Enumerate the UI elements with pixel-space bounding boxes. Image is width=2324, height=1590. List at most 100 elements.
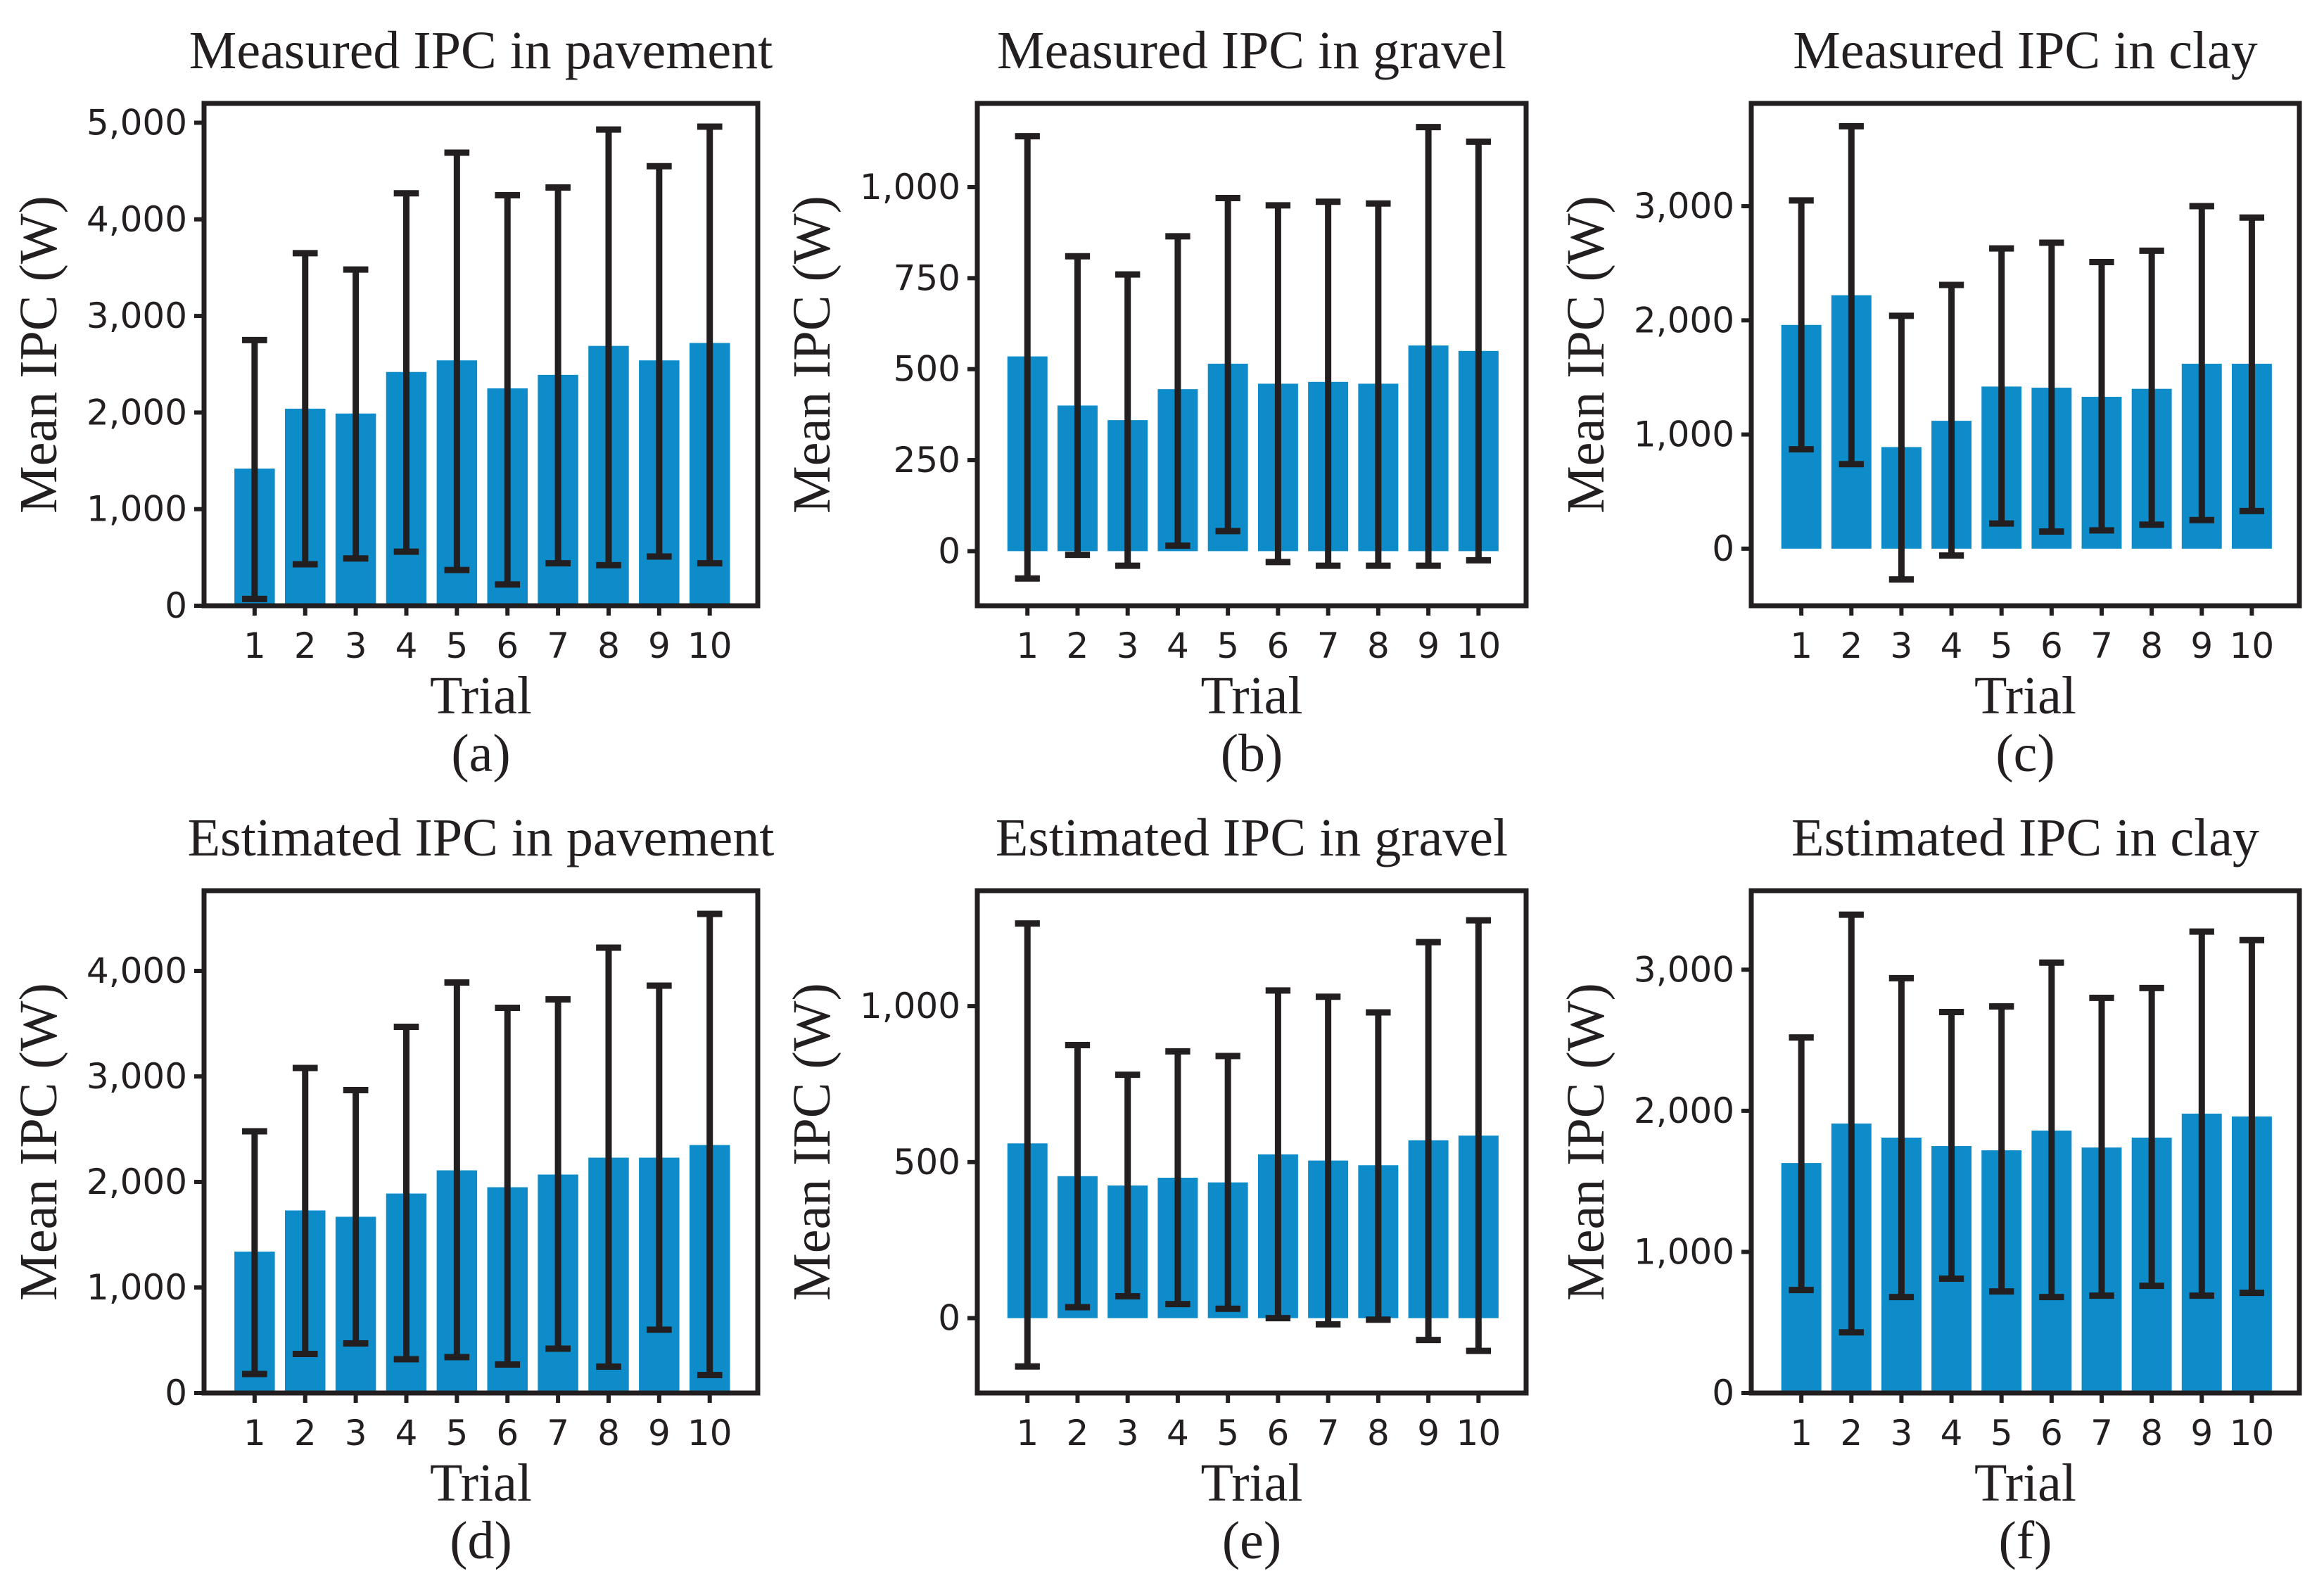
error-bar-trial-6 (495, 1005, 521, 1368)
subfigure-caption: (c) (1995, 724, 2055, 783)
y-tick-label: 1,000 (87, 1267, 187, 1308)
x-tick-label: 8 (597, 1413, 620, 1454)
x-tick-label: 3 (345, 1413, 367, 1454)
x-axis-label: Trial (1974, 666, 2076, 725)
x-tick-label: 10 (2230, 625, 2275, 666)
error-bar-trial-3 (343, 266, 369, 562)
y-tick-label: 1,000 (1634, 1231, 1734, 1272)
panel-title: Measured IPC in pavement (189, 21, 773, 80)
error-bar-trial-1 (242, 336, 267, 602)
error-bar-trial-4 (1165, 1048, 1190, 1308)
error-bar-trial-4 (1938, 281, 1964, 559)
y-axis-label: Mean IPC (W) (1556, 983, 1615, 1301)
x-tick-label: 10 (1456, 625, 1501, 666)
error-bar-trial-5 (444, 979, 470, 1361)
y-tick-label: 4,000 (87, 199, 187, 240)
x-tick-label: 5 (1990, 1413, 2013, 1454)
error-bar-trial-9 (647, 163, 672, 560)
x-tick-label: 6 (1266, 1413, 1289, 1454)
x-tick-label: 10 (2230, 1413, 2275, 1454)
x-tick-label: 9 (648, 1413, 671, 1454)
panel-c: Measured IPC in clay 0 1,000 2,000 3,000 1 2 3 4… (1556, 21, 2302, 783)
plot-frame (201, 101, 761, 609)
y-tick-label: 2,000 (1634, 1090, 1734, 1131)
x-tick-label: 4 (1941, 625, 1963, 666)
x-tick-label: 6 (496, 1413, 519, 1454)
error-bar-trial-10 (1466, 917, 1491, 1354)
error-bar-trial-8 (596, 944, 621, 1370)
error-bar-trial-10 (1466, 138, 1491, 564)
x-tick-label: 1 (1016, 1413, 1039, 1454)
error-bar-trial-3 (1888, 312, 1915, 583)
y-tick-label: 3,000 (1634, 949, 1734, 990)
panel-title: Estimated IPC in gravel (996, 808, 1508, 867)
plot-frame (1748, 888, 2302, 1396)
x-tick-label: 2 (294, 625, 317, 666)
y-tick-label: 0 (938, 1298, 960, 1339)
x-tick-label: 6 (2040, 625, 2063, 666)
y-tick-label: 500 (894, 349, 960, 390)
panel-b: Measured IPC in gravel 0 250 500 750 1,000 1 2 3… (782, 21, 1529, 783)
x-tick-label: 4 (1941, 1413, 1963, 1454)
error-bar-trial-7 (2089, 259, 2114, 534)
y-tick-label: 0 (165, 585, 187, 626)
subfigure-caption: (d) (450, 1511, 512, 1570)
error-bar-trial-8 (1366, 200, 1391, 569)
y-tick-label: 0 (1712, 1373, 1734, 1413)
x-tick-label: 1 (1790, 625, 1812, 666)
error-bar-trial-8 (1366, 1009, 1391, 1323)
x-tick-label: 4 (1167, 1413, 1189, 1454)
error-bar-trial-7 (2089, 994, 2114, 1299)
error-bar-trial-4 (1165, 233, 1190, 549)
error-bar-trial-2 (1839, 122, 1864, 468)
x-tick-label: 4 (395, 1413, 418, 1454)
error-bar-trial-5 (1215, 195, 1240, 535)
y-tick-label: 5,000 (87, 102, 187, 143)
x-tick-label: 5 (445, 1413, 468, 1454)
error-bar-trial-6 (1265, 987, 1291, 1322)
y-tick-label: 0 (938, 530, 960, 571)
error-bar-trial-1 (1015, 920, 1040, 1370)
panel-title: Measured IPC in clay (1793, 21, 2258, 80)
error-bar-trial-5 (444, 149, 470, 573)
x-axis-label: Trial (1200, 666, 1302, 725)
x-tick-label: 6 (2040, 1413, 2063, 1454)
subfigure-caption: (f) (1999, 1511, 2052, 1570)
x-tick-label: 4 (1167, 625, 1189, 666)
error-bar-trial-2 (1839, 911, 1864, 1336)
x-tick-label: 3 (345, 625, 367, 666)
error-bar-trial-10 (697, 910, 723, 1378)
error-bar-trial-10 (2239, 214, 2265, 514)
error-bar-trial-9 (2189, 203, 2214, 523)
y-tick-label: 1,000 (1634, 414, 1734, 455)
x-tick-label: 10 (687, 1413, 732, 1454)
x-tick-label: 10 (1456, 1413, 1501, 1454)
y-tick-label: 2,000 (1634, 300, 1734, 341)
y-tick-label: 250 (894, 440, 960, 481)
panel-title: Estimated IPC in pavement (188, 808, 775, 867)
y-tick-label: 3,000 (87, 295, 187, 336)
error-bar-trial-6 (1265, 202, 1291, 566)
error-bar-trial-7 (1315, 198, 1341, 569)
error-bar-trial-2 (1065, 253, 1091, 559)
y-tick-label: 3,000 (1634, 186, 1734, 227)
plot-frame (201, 888, 761, 1396)
x-tick-label: 1 (243, 625, 266, 666)
error-bar-trial-8 (2139, 984, 2164, 1290)
error-bar-trial-1 (242, 1128, 267, 1378)
error-bar-trial-9 (1416, 939, 1441, 1344)
x-tick-label: 7 (1317, 625, 1340, 666)
x-tick-label: 9 (1417, 625, 1440, 666)
x-axis-label: Trial (430, 1454, 532, 1513)
x-tick-label: 2 (1067, 1413, 1089, 1454)
panel-d: Estimated IPC in pavement 0 1,000 2,000 3,00… (9, 808, 774, 1570)
x-tick-label: 3 (1891, 625, 1913, 666)
x-tick-label: 7 (1317, 1413, 1340, 1454)
x-tick-label: 2 (1067, 625, 1089, 666)
x-tick-label: 2 (294, 1413, 317, 1454)
x-axis-label: Trial (430, 666, 532, 725)
x-tick-label: 5 (1217, 625, 1239, 666)
panel-e: Estimated IPC in gravel 0 500 1,000 1 2 3 4 5 6 7 8… (782, 808, 1529, 1570)
y-tick-label: 500 (894, 1142, 960, 1183)
